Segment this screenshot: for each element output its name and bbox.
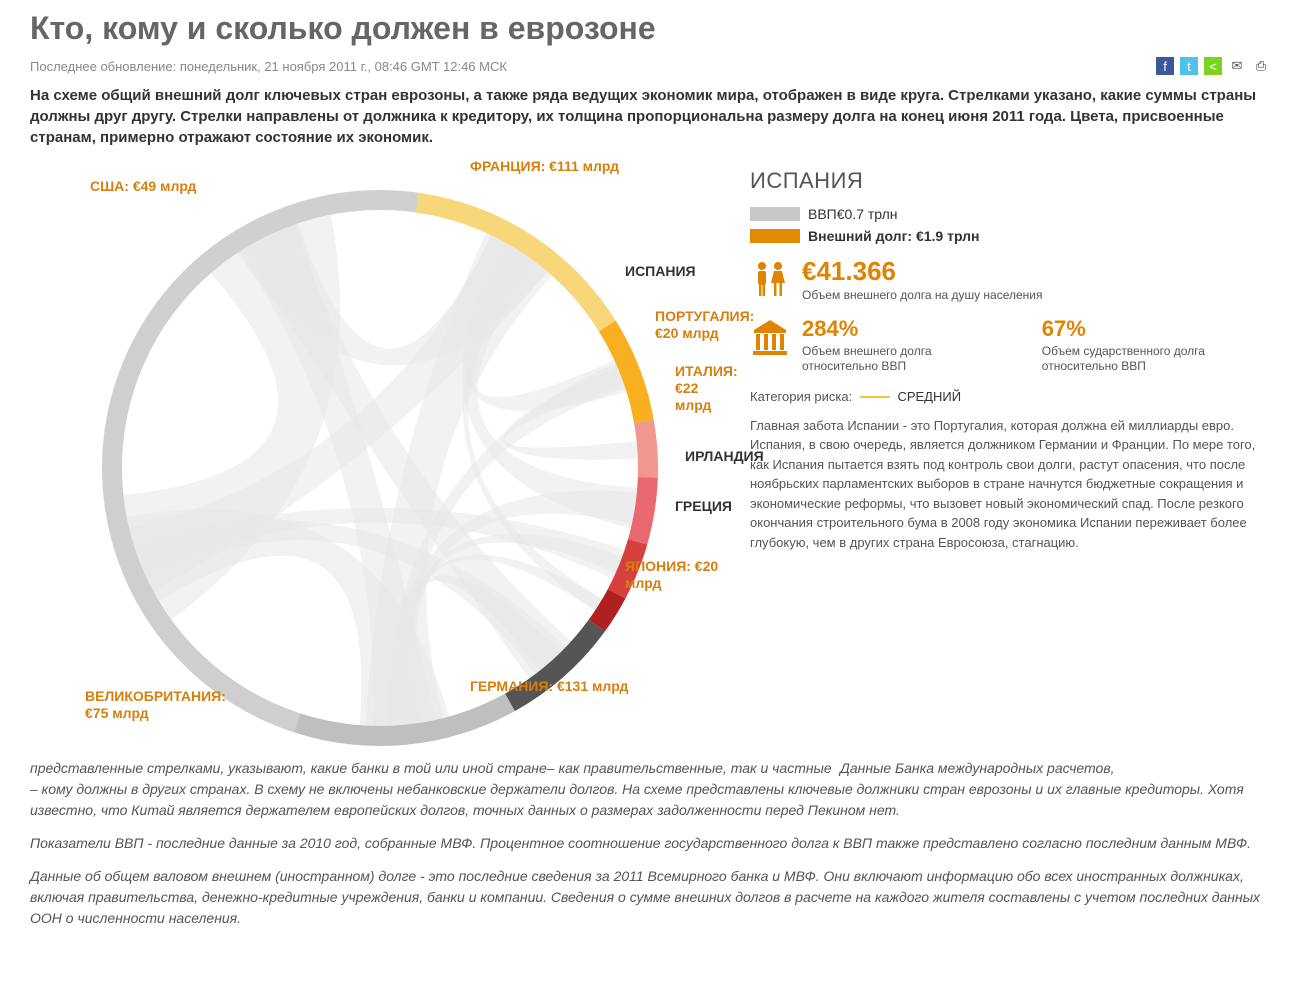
per-capita-value: €41.366 (802, 258, 1270, 284)
pct-stats: 284% Объем внешнего долга относительно В… (750, 318, 1270, 375)
debt-swatch (750, 229, 800, 243)
gdp-label: ВВП€0.7 трлн (808, 206, 898, 222)
chord-diagram[interactable]: США: €49 млрдФРАНЦИЯ: €111 млрдИСПАНИЯПО… (30, 168, 730, 748)
print-icon[interactable]: ⎙ (1252, 57, 1270, 75)
country-label-germany[interactable]: ГЕРМАНИЯ: €131 млрд (470, 678, 628, 695)
share-icon[interactable]: < (1204, 57, 1222, 75)
risk-bar (860, 396, 890, 398)
gdp-swatch (750, 207, 800, 221)
chord-svg (30, 168, 730, 748)
email-icon[interactable]: ✉ (1228, 57, 1246, 75)
risk-level: СРЕДНИЙ (897, 389, 961, 404)
per-capita-label: Объем внешнего долга на душу населения (802, 288, 1270, 304)
facebook-icon[interactable]: f (1156, 57, 1174, 75)
country-label-france[interactable]: ФРАНЦИЯ: €111 млрд (470, 158, 619, 175)
country-name: ИСПАНИЯ (750, 168, 1270, 194)
country-panel: ИСПАНИЯ ВВП€0.7 трлн Внешний долг: €1.9 … (750, 168, 1270, 748)
bank-icon (750, 318, 790, 375)
twitter-icon[interactable]: t (1180, 57, 1198, 75)
country-label-usa[interactable]: США: €49 млрд (90, 178, 196, 195)
notes-p2: Показатели ВВП - последние данные за 201… (30, 833, 1270, 854)
people-icon (750, 258, 790, 304)
ext-pct-value: 284% (802, 318, 1002, 340)
legend: ВВП€0.7 трлн Внешний долг: €1.9 трлн (750, 206, 1270, 244)
debt-label: Внешний долг: €1.9 трлн (808, 228, 980, 244)
country-label-uk[interactable]: ВЕЛИКОБРИТАНИЯ: €75 млрд (85, 688, 245, 722)
risk-label: Категория риска: (750, 389, 852, 404)
gov-pct-label: Объем сударственного долга относительно … (1042, 344, 1270, 375)
legend-debt: Внешний долг: €1.9 трлн (750, 228, 1270, 244)
per-capita-stat: €41.366 Объем внешнего долга на душу нас… (750, 258, 1270, 304)
risk-category: Категория риска: СРЕДНИЙ (750, 389, 1270, 404)
notes-p1: Данные Банка международных расчетов, пре… (30, 758, 1270, 821)
notes: Данные Банка международных расчетов, пре… (30, 758, 1270, 929)
country-description: Главная забота Испании - это Португалия,… (750, 416, 1270, 553)
country-label-japan[interactable]: ЯПОНИЯ: €20 млрд (625, 558, 730, 592)
notes-p3: Данные об общем валовом внешнем (иностра… (30, 866, 1270, 929)
ext-pct-label: Объем внешнего долга относительно ВВП (802, 344, 1002, 375)
country-label-greece[interactable]: ГРЕЦИЯ (675, 498, 732, 515)
legend-gdp: ВВП€0.7 трлн (750, 206, 1270, 222)
gov-pct-value: 67% (1042, 318, 1270, 340)
last-update: Последнее обновление: понедельник, 21 но… (30, 59, 507, 74)
intro-paragraph: На схеме общий внешний долг ключевых стр… (30, 85, 1270, 148)
country-label-portugal[interactable]: ПОРТУГАЛИЯ: €20 млрд (655, 308, 754, 342)
share-icons: f t < ✉ ⎙ (1156, 57, 1270, 75)
country-label-spain[interactable]: ИСПАНИЯ (625, 263, 696, 280)
country-label-ireland[interactable]: ИРЛАНДИЯ (685, 448, 764, 465)
meta-row: Последнее обновление: понедельник, 21 но… (30, 57, 1270, 75)
country-label-italy[interactable]: ИТАЛИЯ: €22 млрд (675, 363, 738, 413)
page-title: Кто, кому и сколько должен в еврозоне (30, 10, 1270, 47)
